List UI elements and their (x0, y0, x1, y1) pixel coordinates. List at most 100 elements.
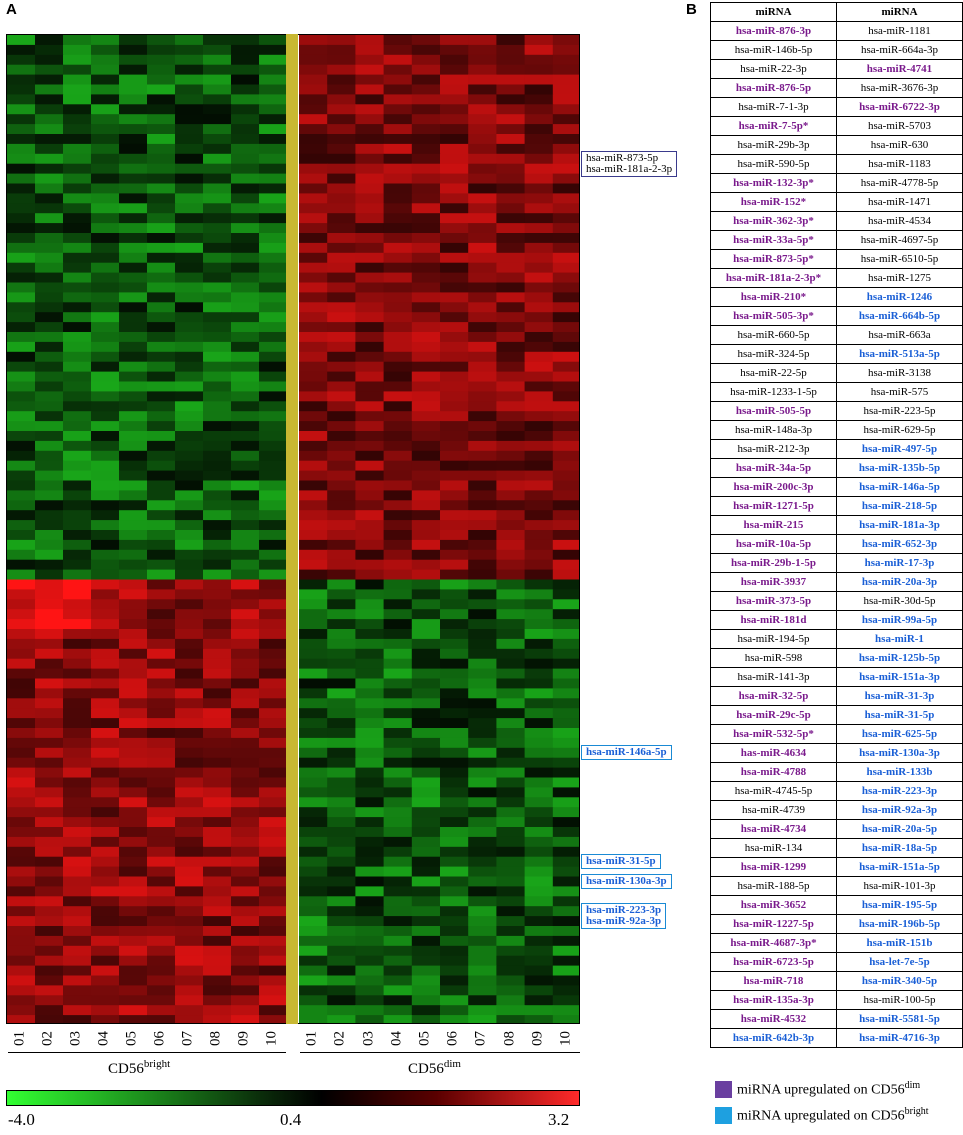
heatmap-cell (440, 312, 469, 323)
heatmap-cell (355, 134, 385, 145)
heatmap-cell (91, 559, 120, 571)
heatmap-cell (7, 104, 36, 115)
heatmap-cell (383, 728, 413, 739)
table-cell: hsa-miR-3652 (710, 895, 837, 915)
heatmap-cell (147, 322, 176, 333)
heatmap-cell (468, 193, 497, 204)
heatmap-cell (119, 678, 148, 689)
legend-label-dim: miRNA upregulated on CD56dim (737, 1080, 921, 1098)
heatmap-cell (440, 916, 469, 927)
heatmap-cell (552, 817, 579, 828)
heatmap-cell (7, 500, 36, 511)
heatmap-cell (63, 173, 92, 185)
heatmap-cell (203, 292, 232, 303)
heatmap-cell (119, 213, 148, 224)
heatmap-cell (299, 440, 328, 452)
heatmap-cell (496, 688, 526, 699)
heatmap-cell (259, 163, 288, 175)
heatmap-cell (355, 213, 385, 224)
heatmap-cell (203, 965, 232, 977)
heatmap-cell (411, 94, 441, 105)
heatmap-cell (147, 361, 176, 373)
heatmap-cell (175, 945, 204, 957)
heatmap-cell (440, 272, 469, 284)
heatmap-cell (440, 143, 469, 155)
heatmap-cell (175, 609, 204, 620)
heatmap-cell (119, 173, 148, 185)
heatmap-cell (440, 985, 469, 996)
heatmap-cell (147, 54, 176, 66)
heatmap-cell (147, 589, 176, 600)
heatmap-cell (35, 223, 64, 234)
heatmap-cell (440, 935, 469, 947)
table-row: hsa-miR-876-5p hsa-miR-3676-3p (710, 78, 963, 98)
heatmap-cell (231, 777, 260, 788)
heatmap-cell (496, 975, 526, 986)
heatmap-cell (552, 470, 579, 482)
heatmap-cell (203, 84, 232, 95)
heatmap-cell (355, 817, 385, 828)
heatmap-cell (468, 341, 497, 353)
heatmap-cell (299, 757, 328, 769)
heatmap-cell (299, 460, 328, 472)
heatmap-cell (524, 500, 554, 511)
heatmap-cell (147, 242, 176, 254)
heatmap-cell (524, 708, 554, 719)
heatmap-cell (259, 213, 288, 224)
heatmap-cell (411, 44, 441, 56)
heatmap-cell (327, 530, 356, 541)
heatmap-cell (468, 569, 497, 581)
heatmap-cell (203, 708, 232, 719)
heatmap-cell (175, 688, 204, 699)
table-cell: hsa-miR-4741 (836, 59, 963, 79)
heatmap-cell (468, 886, 497, 897)
heatmap-cell (63, 539, 92, 551)
heatmap-cell (552, 539, 579, 551)
heatmap-cell (35, 817, 64, 828)
heatmap-cell (299, 906, 328, 917)
heatmap-cell (231, 638, 260, 650)
heatmap-cell (35, 173, 64, 185)
heatmap-cell (496, 35, 526, 46)
table-row: hsa-miR-3937 hsa-miR-20a-3p (710, 572, 963, 592)
heatmap-cell (259, 757, 288, 769)
heatmap-cell (63, 381, 92, 392)
heatmap-cell (327, 896, 356, 907)
table-row: hsa-miR-29b-1-5p hsa-miR-17-3p (710, 553, 963, 573)
heatmap-cell (63, 619, 92, 630)
table-cell: hsa-miR-195-5p (836, 895, 963, 915)
heatmap-cell (91, 668, 120, 680)
heatmap-cell (91, 272, 120, 284)
heatmap-cell (63, 440, 92, 452)
heatmap-cell (552, 312, 579, 323)
heatmap-cell (383, 480, 413, 491)
heatmap-cell (468, 440, 497, 452)
heatmap-cell (552, 609, 579, 620)
table-cell: hsa-miR-33a-5p* (710, 230, 837, 250)
heatmap-cell (355, 173, 385, 185)
heatmap-cell (119, 668, 148, 680)
heatmap-cell (411, 351, 441, 363)
heatmap-cell (383, 361, 413, 373)
heatmap-cell (91, 431, 120, 442)
heatmap-cell (147, 678, 176, 689)
table-row: hsa-miR-373-5p hsa-miR-30d-5p (710, 591, 963, 611)
heatmap-cell (63, 272, 92, 284)
heatmap-cell (411, 421, 441, 432)
heatmap-cell (119, 193, 148, 204)
heatmap-cell (7, 124, 36, 135)
heatmap-cell (524, 450, 554, 462)
table-cell: hsa-miR-664b-5p (836, 306, 963, 326)
heatmap-cell (383, 411, 413, 422)
heatmap-cell (35, 252, 64, 264)
heatmap-cell (7, 737, 36, 749)
legend-swatch-bright (715, 1107, 732, 1124)
heatmap-cell (355, 757, 385, 769)
heatmap-cell (91, 866, 120, 878)
heatmap-cell (468, 381, 497, 392)
heatmap-cell (299, 935, 328, 947)
heatmap-cell (327, 926, 356, 937)
heatmap-cell (524, 391, 554, 402)
heatmap-cell (355, 411, 385, 422)
heatmap-cell (524, 440, 554, 452)
